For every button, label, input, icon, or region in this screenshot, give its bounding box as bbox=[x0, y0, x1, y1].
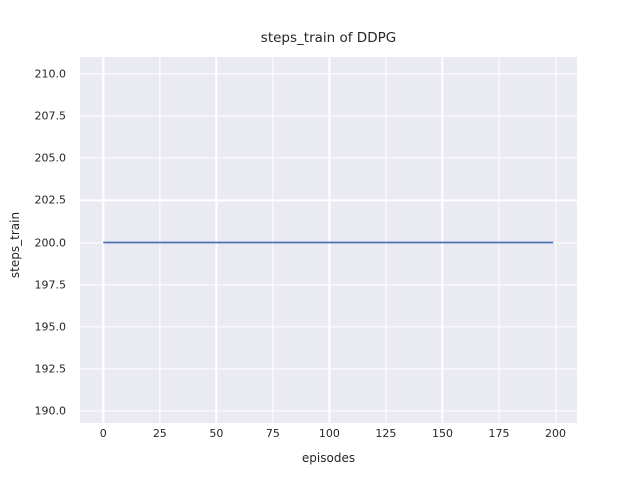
y-gridline bbox=[80, 368, 577, 370]
x-gridline bbox=[159, 57, 161, 423]
y-gridline bbox=[80, 326, 577, 328]
y-gridline bbox=[80, 410, 577, 412]
plot-area bbox=[80, 57, 577, 423]
y-tick-label: 200.0 bbox=[34, 236, 67, 250]
y-axis-label: steps_train bbox=[8, 211, 22, 279]
x-tick-label: 0 bbox=[99, 427, 107, 440]
x-gridline bbox=[102, 57, 104, 423]
x-tick-label: 125 bbox=[375, 427, 397, 440]
y-tick-label: 205.0 bbox=[34, 151, 67, 165]
y-gridline bbox=[80, 157, 577, 159]
x-gridline bbox=[554, 57, 557, 423]
x-tick-label: 200 bbox=[545, 427, 567, 440]
x-gridline bbox=[441, 57, 444, 423]
y-tick-label: 210.0 bbox=[34, 67, 67, 81]
x-gridline bbox=[328, 57, 331, 423]
x-tick-label: 150 bbox=[431, 427, 453, 440]
series-layer bbox=[103, 241, 554, 244]
x-tick-label: 25 bbox=[152, 427, 167, 440]
y-gridline bbox=[80, 115, 577, 117]
y-tick-label: 207.5 bbox=[34, 109, 67, 123]
y-tick-label: 195.0 bbox=[34, 320, 67, 334]
x-gridline bbox=[215, 57, 217, 423]
y-tick-label: 202.5 bbox=[34, 193, 67, 207]
chart-title: steps_train of DDPG bbox=[260, 30, 397, 46]
y-tick-label: 197.5 bbox=[34, 278, 67, 292]
x-tick-label: 175 bbox=[488, 427, 510, 440]
y-gridline bbox=[80, 284, 577, 286]
x-gridline bbox=[498, 57, 500, 423]
x-gridline bbox=[385, 57, 387, 423]
x-tick-label: 50 bbox=[209, 427, 224, 440]
x-axis-label: episodes bbox=[301, 451, 356, 465]
x-tick-label: 75 bbox=[265, 427, 280, 440]
y-gridline bbox=[80, 73, 577, 75]
x-gridline bbox=[272, 57, 274, 423]
y-tick-label: 192.5 bbox=[34, 362, 67, 376]
y-gridline bbox=[80, 199, 577, 202]
y-tick-label: 190.0 bbox=[34, 404, 67, 418]
x-tick-label: 100 bbox=[318, 427, 340, 440]
